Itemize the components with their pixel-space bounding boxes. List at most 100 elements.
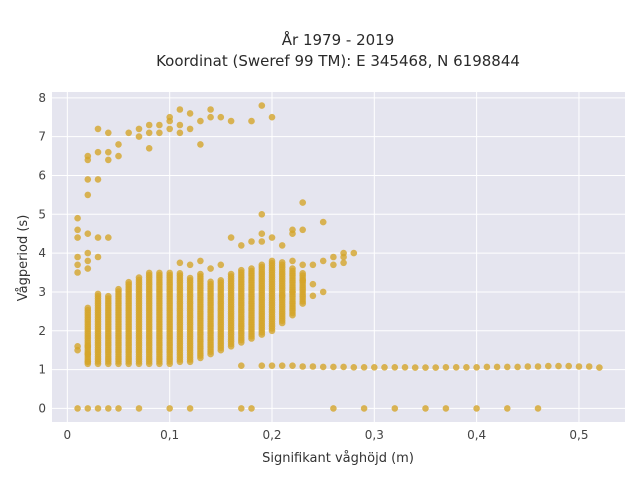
data-point [289, 257, 296, 265]
data-point [74, 234, 81, 241]
data-point [493, 363, 501, 371]
data-point [105, 148, 112, 156]
data-point [176, 129, 184, 137]
data-point [84, 257, 92, 265]
grid-lines [52, 92, 625, 422]
data-point [84, 405, 92, 412]
x-tick-label: 0 [64, 428, 72, 442]
data-point [534, 363, 542, 370]
data-point [278, 259, 286, 266]
data-point [94, 125, 102, 133]
data-point [186, 261, 194, 269]
data-point [360, 364, 368, 371]
data-point [309, 280, 317, 288]
data-point [74, 214, 81, 222]
data-point [330, 261, 337, 269]
data-point [422, 405, 429, 412]
data-point [207, 265, 214, 272]
data-point [217, 261, 225, 269]
data-point [176, 270, 184, 277]
data-point [125, 278, 132, 286]
data-point [84, 191, 92, 199]
data-point [84, 358, 92, 366]
data-point [207, 106, 214, 113]
data-point [166, 269, 173, 277]
plot-area [52, 92, 625, 422]
chart-title: År 1979 - 2019 [282, 30, 395, 49]
data-point [422, 364, 429, 371]
data-point [84, 350, 92, 358]
data-point [135, 405, 143, 412]
data-point [217, 113, 225, 121]
data-point [105, 156, 112, 164]
y-tick-label: 6 [38, 168, 46, 182]
data-point [258, 102, 266, 109]
data-point [176, 259, 184, 267]
data-point [186, 274, 194, 282]
data-point [145, 145, 153, 152]
data-point [84, 304, 92, 312]
data-point [534, 405, 542, 412]
data-point [442, 364, 450, 371]
data-point [289, 362, 296, 370]
data-point [278, 242, 286, 249]
data-point [238, 405, 245, 412]
data-point [258, 261, 266, 269]
data-point [278, 362, 286, 370]
data-point [197, 257, 204, 265]
data-point [84, 343, 92, 350]
data-point [473, 364, 480, 371]
data-point [227, 270, 235, 278]
data-point [186, 125, 194, 133]
data-point [504, 363, 511, 371]
data-point [309, 292, 317, 300]
data-point [115, 141, 122, 148]
data-point [145, 129, 153, 137]
data-point [135, 125, 143, 133]
data-point [268, 113, 276, 121]
data-point [309, 261, 317, 269]
data-point [145, 269, 153, 277]
data-point [483, 363, 491, 371]
data-point [166, 113, 173, 121]
data-point [258, 362, 266, 370]
data-point [238, 242, 245, 249]
y-tick-label: 8 [38, 91, 46, 105]
x-axis-ticks: 0 0,1 0,2 0,3 0,4 0,5 [64, 428, 589, 442]
data-point [248, 117, 255, 125]
data-point [156, 121, 163, 129]
data-point [217, 277, 225, 284]
data-point [115, 285, 122, 293]
data-point [74, 253, 81, 261]
data-point [176, 121, 184, 129]
data-point [514, 363, 521, 371]
data-point [319, 257, 327, 265]
data-point [319, 218, 327, 226]
data-point [166, 125, 173, 133]
data-point [278, 292, 286, 300]
chart-subtitle: Koordinat (Sweref 99 TM): E 345468, N 61… [156, 52, 520, 70]
data-point [289, 265, 296, 272]
data-point [84, 230, 92, 237]
data-point [105, 405, 112, 412]
data-point [585, 363, 593, 370]
data-point [84, 176, 92, 183]
data-point [432, 364, 440, 371]
data-point [340, 249, 347, 257]
data-point [401, 364, 409, 371]
y-tick-label: 4 [38, 246, 46, 260]
data-point [207, 278, 214, 286]
data-point [197, 141, 204, 148]
data-points [74, 102, 603, 412]
data-point [473, 405, 480, 412]
data-point [319, 288, 327, 296]
y-axis-ticks: 0 1 2 3 4 5 6 7 8 [38, 91, 46, 416]
x-tick-label: 0,5 [569, 428, 588, 442]
data-point [227, 117, 235, 125]
data-point [452, 364, 460, 371]
data-point [74, 261, 81, 269]
data-point [94, 253, 102, 261]
y-axis-label: Vågperiod (s) [16, 215, 31, 302]
y-tick-label: 5 [38, 207, 46, 221]
